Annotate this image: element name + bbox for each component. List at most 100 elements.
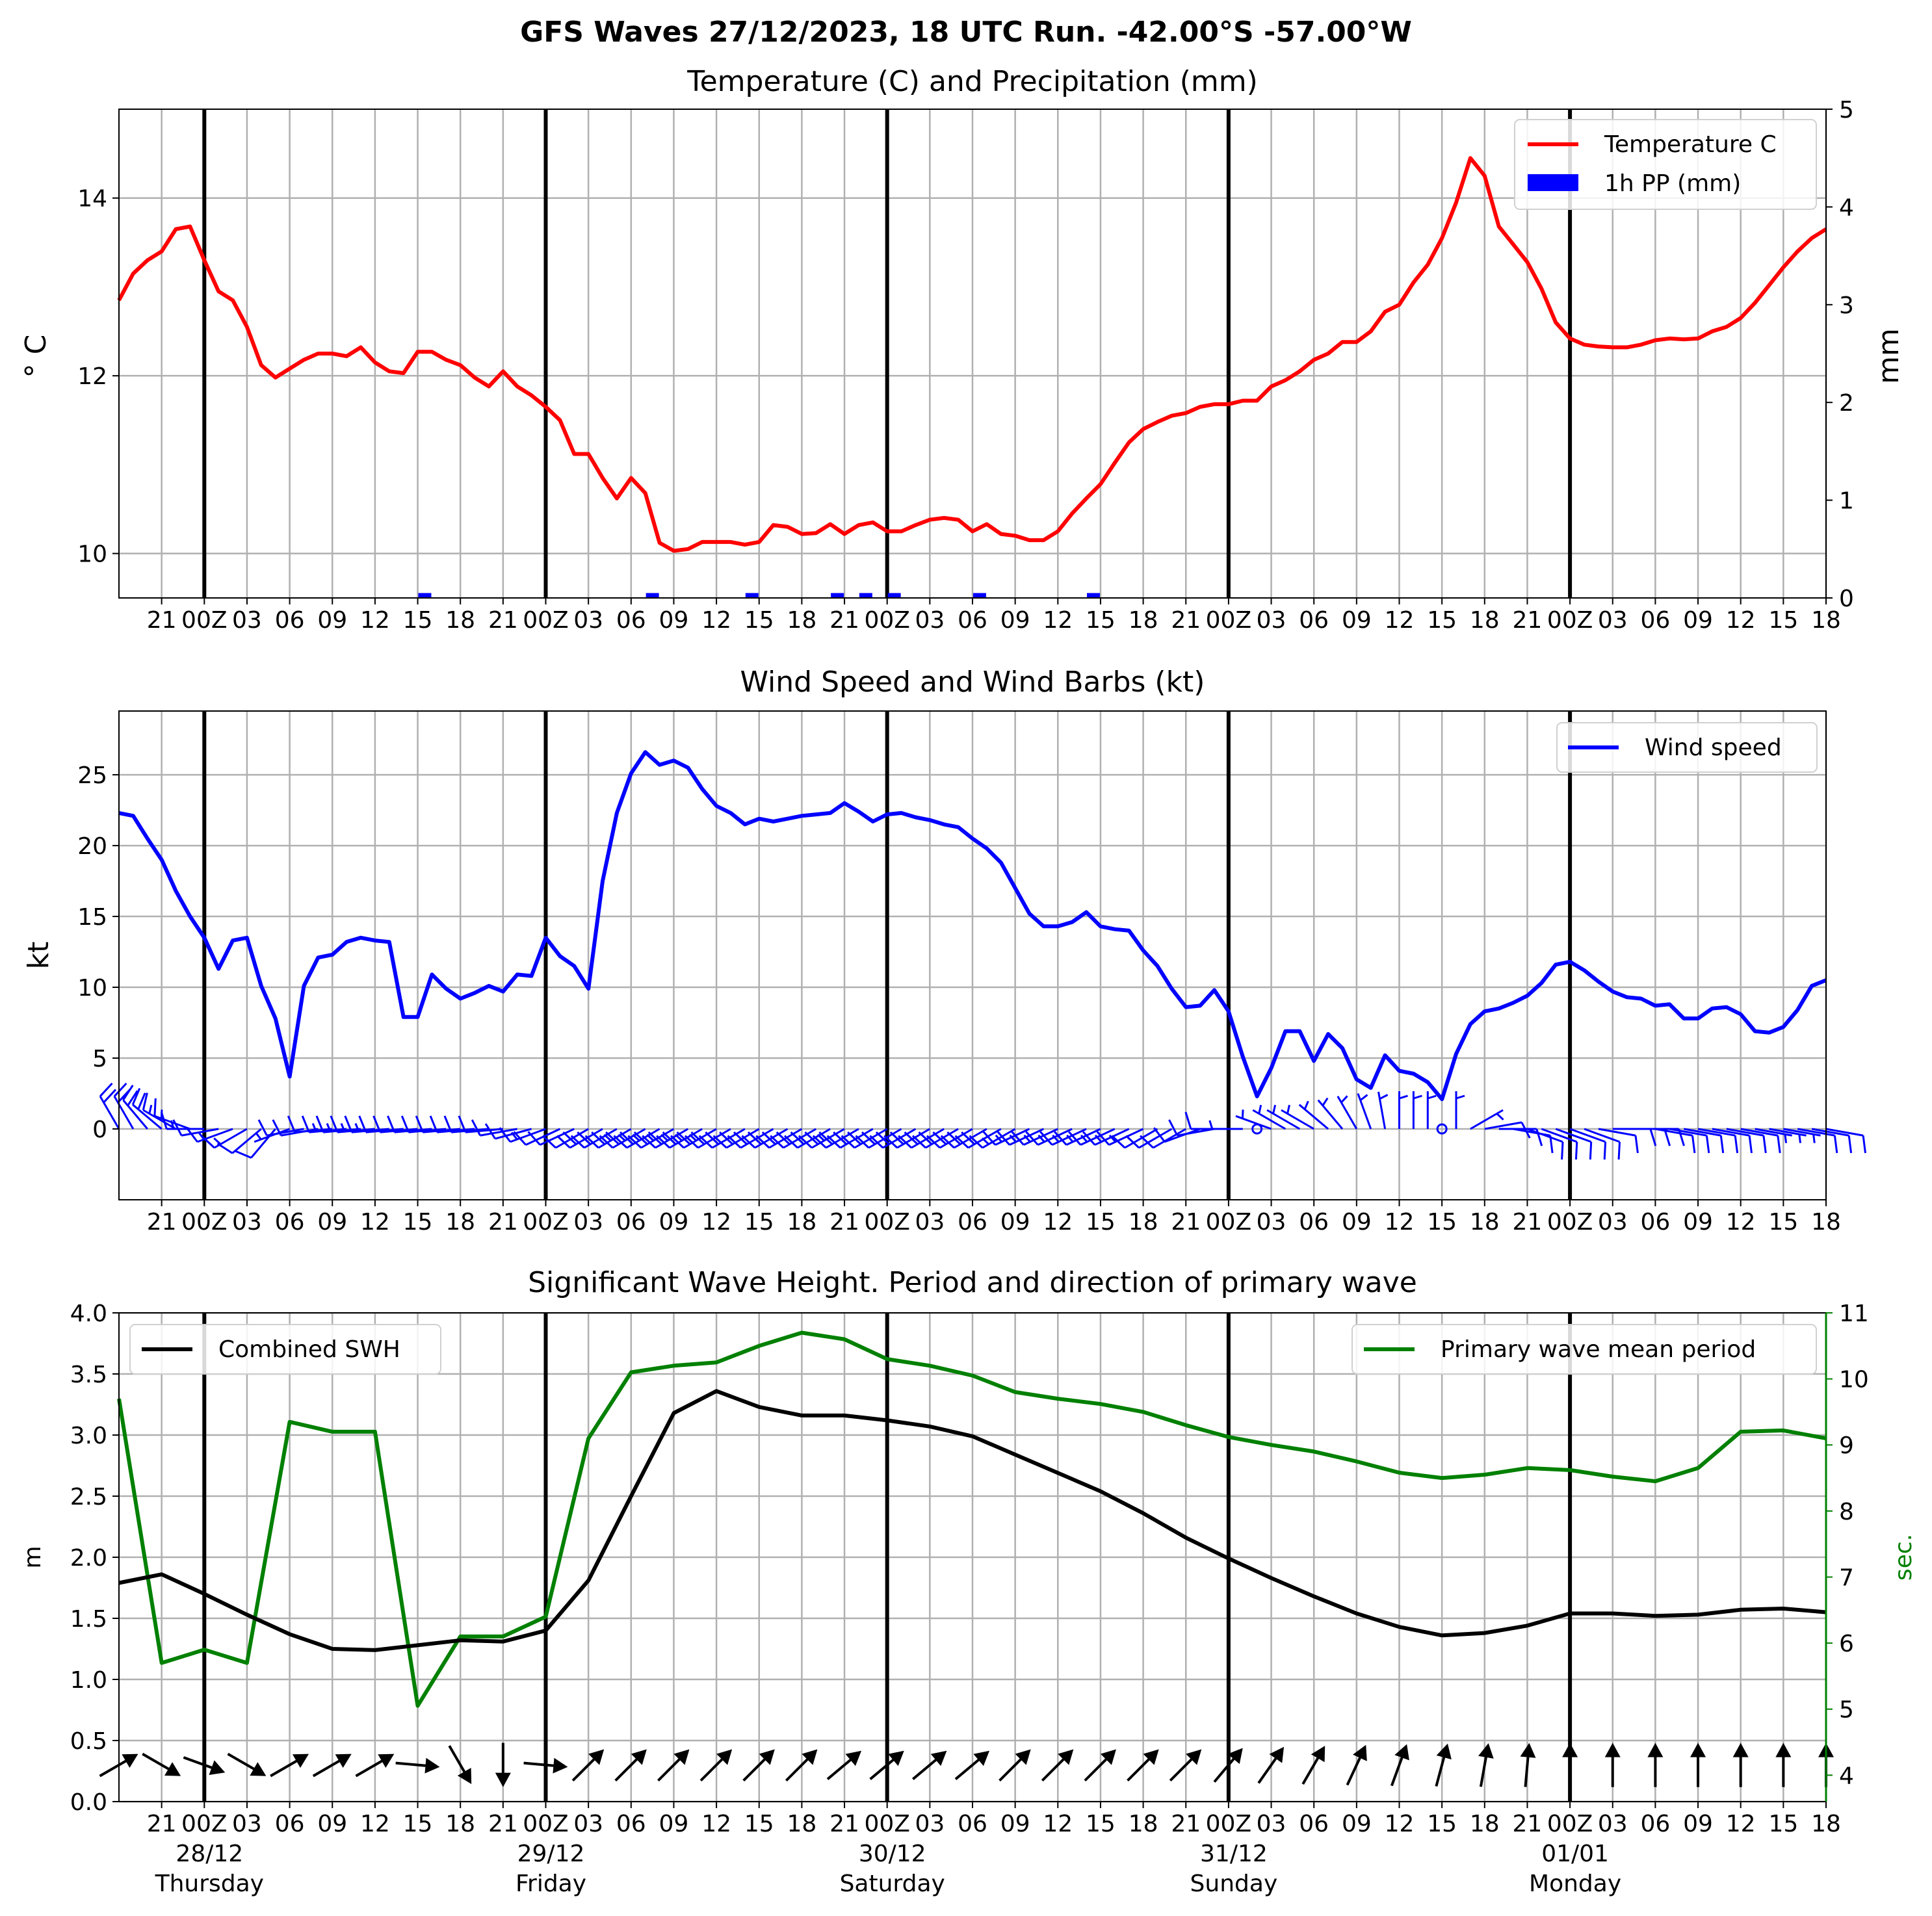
x-tick-label: 15 <box>744 1811 774 1837</box>
wave-direction-arrow <box>99 1754 138 1778</box>
wave-direction-arrow <box>1775 1742 1792 1787</box>
precip-bar <box>973 593 986 598</box>
wind-barb <box>1513 1128 1554 1154</box>
x-tick-label: 00Z <box>864 607 909 634</box>
wind-barb <box>911 1128 959 1149</box>
x-tick-label: 06 <box>1640 607 1670 634</box>
wind-barb <box>741 1128 789 1149</box>
y2-tick-label: 6 <box>1839 1631 1854 1657</box>
x-tick-label: 09 <box>659 1209 689 1236</box>
wave-direction-arrow <box>571 1749 605 1782</box>
wind-barb <box>642 1128 689 1149</box>
x-tick-label: 00Z <box>181 607 227 634</box>
figure-title: GFS Waves 27/12/2023, 18 UTC Run. -42.00… <box>520 16 1412 49</box>
wind-barb <box>1811 1128 1853 1154</box>
x-tick-label: 12 <box>1726 607 1756 634</box>
legend-precip-swatch <box>1528 174 1578 191</box>
x-tick-label: 00Z <box>1547 607 1593 634</box>
wave-direction-arrow <box>657 1749 690 1782</box>
wind-barb <box>1357 1093 1372 1130</box>
x-tick-label: 03 <box>915 607 945 634</box>
y2-tick-label: 10 <box>1839 1367 1869 1393</box>
wind-barb <box>1726 1128 1767 1154</box>
wind-barb <box>1740 1128 1781 1154</box>
y2-tick-label: 8 <box>1839 1499 1854 1525</box>
wind-barb <box>1184 1111 1229 1130</box>
y2-tick-label: 5 <box>1839 97 1854 123</box>
wave-direction-arrow <box>1390 1744 1409 1787</box>
wind-barb <box>855 1128 902 1149</box>
wind-barb <box>1683 1128 1725 1154</box>
wave-direction-arrow <box>1169 1749 1202 1782</box>
precip-y-axis-label: mm <box>1872 328 1905 384</box>
wave-direction-arrow <box>742 1749 775 1782</box>
x-tick-label: 15 <box>1086 1209 1116 1236</box>
x-tick-label: 18 <box>1811 1209 1841 1236</box>
wind-barb <box>1470 1109 1504 1130</box>
y-tick-label: 10 <box>77 541 107 568</box>
x-tick-label: 00Z <box>1206 1811 1251 1837</box>
x-tick-label: 03 <box>915 1811 945 1837</box>
precip-bar <box>418 593 432 598</box>
y2-tick-label: 11 <box>1839 1301 1869 1327</box>
x-tick-label: 18 <box>1470 607 1500 634</box>
wind-barb <box>556 1128 603 1149</box>
x-tick-label: 03 <box>915 1209 945 1236</box>
y-tick-label: 15 <box>77 904 107 931</box>
x-tick-label: 15 <box>744 607 774 634</box>
y-tick-label: 3.5 <box>70 1362 107 1388</box>
wind-barb <box>1569 1128 1607 1160</box>
x-tick-label: 18 <box>787 1811 816 1837</box>
wind-barb <box>443 1115 490 1133</box>
x-tick-label: 18 <box>1470 1209 1500 1236</box>
wind-barb <box>257 1119 304 1137</box>
period-y-axis-label: sec. <box>1890 1534 1917 1581</box>
wind-barb <box>1298 1100 1329 1130</box>
precip-bar <box>831 593 844 598</box>
wind-barb <box>1168 1119 1215 1137</box>
x-tick-label: 09 <box>317 1209 347 1236</box>
wind-barb <box>1769 1128 1807 1143</box>
x-tick-label: 15 <box>403 1811 433 1837</box>
day-date-label: 29/12 <box>517 1841 585 1867</box>
temperature-legend: Temperature C 1h PP (mm) <box>1514 119 1817 210</box>
wave-direction-arrow <box>1213 1748 1243 1783</box>
wind-barb <box>122 1084 148 1130</box>
wind-barb <box>372 1115 418 1133</box>
wind-y-axis-label: kt <box>22 942 55 970</box>
wind-barb <box>926 1128 973 1149</box>
wave-period-line <box>117 1330 1827 1708</box>
x-tick-label: 21 <box>829 607 859 634</box>
wind-barb <box>1398 1091 1408 1129</box>
wind-barb <box>1598 1128 1639 1154</box>
x-tick-label: 12 <box>1385 607 1415 634</box>
y-tick-label: 0.0 <box>70 1789 107 1816</box>
wind-panel-title: Wind Speed and Wind Barbs (kt) <box>740 666 1205 699</box>
wave-direction-arrow <box>1257 1746 1285 1784</box>
x-tick-label: 03 <box>1598 1209 1628 1236</box>
y2-tick-label: 4 <box>1839 1763 1854 1789</box>
wave-direction-arrow <box>1478 1743 1494 1787</box>
wave-panel: Significant Wave Height. Period and dire… <box>20 1266 1917 1897</box>
x-tick-label: 06 <box>275 1811 305 1837</box>
wind-barb <box>131 1088 163 1130</box>
wind-barb <box>727 1128 774 1149</box>
wind-barb <box>584 1128 632 1149</box>
wind-barb <box>770 1128 817 1149</box>
wind-barb <box>869 1128 917 1149</box>
wave-direction-arrow <box>614 1749 647 1782</box>
wind-barb <box>499 1127 547 1143</box>
wind-barb <box>1697 1128 1739 1154</box>
x-tick-label: 21 <box>147 1209 177 1236</box>
x-tick-label: 00Z <box>1547 1209 1593 1236</box>
x-tick-label: 15 <box>744 1209 774 1236</box>
x-tick-label: 03 <box>232 1209 262 1236</box>
wave-direction-arrow <box>1690 1742 1706 1787</box>
wind-barb <box>841 1128 888 1149</box>
wind-barb <box>400 1115 447 1133</box>
y-tick-label: 3.0 <box>70 1423 107 1449</box>
legend-period-label: Primary wave mean period <box>1441 1336 1756 1363</box>
legend-swh-label: Combined SWH <box>218 1336 400 1363</box>
x-tick-label: 18 <box>1811 1811 1841 1837</box>
wave-direction-arrow <box>1562 1742 1578 1787</box>
